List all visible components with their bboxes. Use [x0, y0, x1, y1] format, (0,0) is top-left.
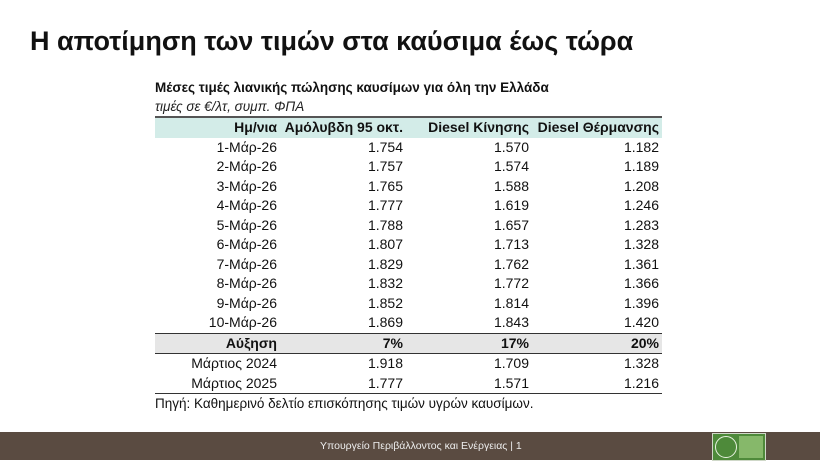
cell-diesel-motion: 17%: [500, 334, 529, 351]
cell-unleaded-95: 1.832: [367, 275, 403, 291]
cell-unleaded-95: 1.829: [367, 255, 403, 272]
cell-diesel-motion: 1.657: [493, 216, 529, 233]
cell-diesel-heating: 1.283: [623, 216, 659, 233]
cell-date: 3-Μάρ-26: [216, 177, 277, 194]
cell-diesel-heating: 1.182: [623, 138, 659, 155]
cell-diesel-heating: 1.366: [623, 275, 659, 291]
table-row: 4-Μάρ-26 1.777 1.619 1.246: [155, 196, 662, 216]
cell-date: 6-Μάρ-26: [216, 236, 277, 252]
cell-diesel-heating: 1.328: [623, 355, 659, 371]
slide-title: Η αποτίμηση των τιμών στα καύσιμα έως τώ…: [30, 26, 634, 56]
fuel-price-table: Ημ/νια Αμόλυβδη 95 οκτ. Diesel Κίνησης D…: [155, 116, 662, 394]
cell-diesel-motion: 1.843: [493, 314, 529, 330]
cell-diesel-heating: 20%: [630, 334, 659, 351]
cell-date: 4-Μάρ-26: [216, 197, 277, 213]
cell-date: Αύξηση: [225, 334, 277, 351]
cell-date: 5-Μάρ-26: [216, 216, 277, 233]
header-date: Ημ/νια: [234, 119, 277, 135]
source-note: Πηγή: Καθημερινό δελτίο επισκόπησης τιμώ…: [155, 396, 534, 411]
cell-diesel-motion: 1.571: [493, 374, 529, 391]
cell-unleaded-95: 1.777: [367, 197, 403, 213]
cell-date: 10-Μάρ-26: [208, 314, 277, 330]
cell-diesel-motion: 1.588: [493, 177, 529, 194]
increase-row: Αύξηση 7% 17% 20%: [155, 333, 662, 354]
footer-text: Υπουργείο Περιβάλλοντος και Ενέργειας | …: [320, 440, 522, 452]
table-row: 10-Μάρ-26 1.869 1.843 1.420: [155, 313, 662, 333]
cell-date: 2-Μάρ-26: [216, 158, 277, 174]
table-row: 3-Μάρ-26 1.765 1.588 1.208: [155, 177, 662, 197]
cell-date: 1-Μάρ-26: [216, 138, 277, 155]
cell-diesel-heating: 1.396: [623, 294, 659, 311]
cell-diesel-heating: 1.420: [623, 314, 659, 330]
cell-unleaded-95: 1.754: [367, 138, 403, 155]
comparison-row: Μάρτιος 2025 1.777 1.571 1.216: [155, 374, 662, 394]
table-row: 9-Μάρ-26 1.852 1.814 1.396: [155, 294, 662, 314]
header-diesel-motion: Diesel Κίνησης: [428, 119, 529, 135]
cell-diesel-motion: 1.709: [493, 355, 529, 371]
cell-diesel-motion: 1.762: [493, 255, 529, 272]
ministry-logo: [712, 433, 766, 461]
table-row: 8-Μάρ-26 1.832 1.772 1.366: [155, 274, 662, 294]
cell-diesel-heating: 1.189: [623, 158, 659, 174]
cell-diesel-heating: 1.328: [623, 236, 659, 252]
cell-unleaded-95: 1.788: [367, 216, 403, 233]
table-row: 6-Μάρ-26 1.807 1.713 1.328: [155, 235, 662, 255]
cell-unleaded-95: 1.869: [367, 314, 403, 330]
cell-unleaded-95: 1.807: [367, 236, 403, 252]
cell-date: 8-Μάρ-26: [216, 275, 277, 291]
cell-unleaded-95: 1.777: [367, 374, 403, 391]
footer-bar: Υπουργείο Περιβάλλοντος και Ενέργειας | …: [0, 432, 820, 461]
table-row: 7-Μάρ-26 1.829 1.762 1.361: [155, 255, 662, 275]
cell-date: 9-Μάρ-26: [216, 294, 277, 311]
cell-unleaded-95: 1.765: [367, 177, 403, 194]
cell-unleaded-95: 1.757: [367, 158, 403, 174]
cell-unleaded-95: 1.852: [367, 294, 403, 311]
cell-diesel-motion: 1.713: [493, 236, 529, 252]
table-subtitle: τιμές σε €/λτ, συμπ. ΦΠΑ: [155, 99, 305, 114]
cell-diesel-motion: 1.574: [493, 158, 529, 174]
cell-date: Μάρτιος 2024: [191, 355, 277, 371]
cell-diesel-heating: 1.208: [623, 177, 659, 194]
header-diesel-heating: Diesel Θέρμανσης: [537, 119, 659, 135]
cell-diesel-motion: 1.570: [493, 138, 529, 155]
cell-diesel-heating: 1.216: [623, 374, 659, 391]
cell-diesel-motion: 1.772: [493, 275, 529, 291]
cell-diesel-motion: 1.814: [493, 294, 529, 311]
table-row: 5-Μάρ-26 1.788 1.657 1.283: [155, 216, 662, 236]
cell-unleaded-95: 1.918: [367, 355, 403, 371]
header-unleaded-95: Αμόλυβδη 95 οκτ.: [284, 119, 403, 135]
cell-diesel-motion: 1.619: [493, 197, 529, 213]
table-row: 1-Μάρ-26 1.754 1.570 1.182: [155, 138, 662, 158]
comparison-row: Μάρτιος 2024 1.918 1.709 1.328: [155, 354, 662, 374]
table-header-row: Ημ/νια Αμόλυβδη 95 οκτ. Diesel Κίνησης D…: [155, 117, 662, 138]
cell-date: Μάρτιος 2025: [191, 374, 277, 391]
table-row: 2-Μάρ-26 1.757 1.574 1.189: [155, 157, 662, 177]
fuel-price-table-block: Μέσες τιμές λιανικής πώλησης καυσίμων γι…: [155, 78, 665, 411]
emblem-icon: [715, 436, 737, 458]
cell-diesel-heating: 1.246: [623, 197, 659, 213]
cell-diesel-heating: 1.361: [623, 255, 659, 272]
table-title: Μέσες τιμές λιανικής πώλησης καυσίμων γι…: [155, 80, 549, 95]
cell-date: 7-Μάρ-26: [216, 255, 277, 272]
cell-unleaded-95: 7%: [382, 334, 403, 351]
